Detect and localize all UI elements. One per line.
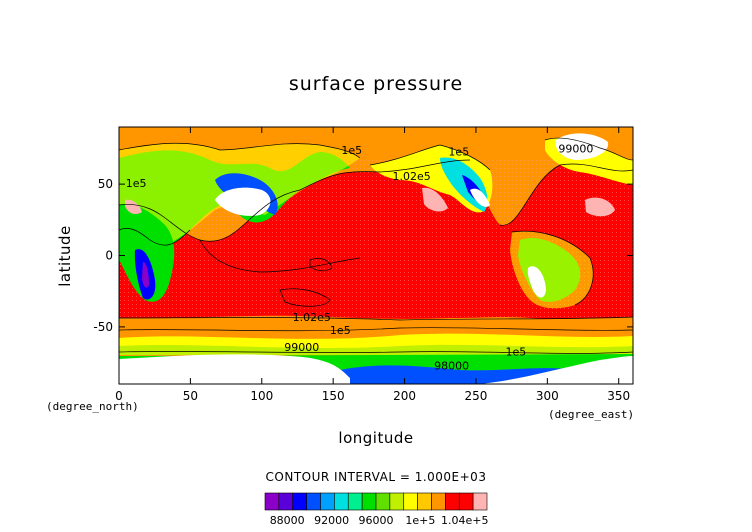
missing-himalaya (470, 188, 490, 207)
chart-title: surface pressure (289, 73, 463, 95)
antarctic-edge (119, 354, 350, 384)
colorbar-swatch (417, 492, 432, 511)
colorbar-tick-label: 1e+5 (405, 514, 435, 527)
high-cell-asia (422, 187, 448, 212)
contour-interval: CONTOUR INTERVAL = 1.000E+03 (266, 470, 487, 484)
x-tick-label: 150 (322, 389, 345, 403)
x-axis-label: longitude (338, 429, 413, 447)
x-axis-unit: (degree_east) (548, 408, 634, 421)
colorbar-swatch (292, 492, 307, 511)
missing-greenland (215, 187, 271, 216)
region-south-america (119, 203, 175, 302)
x-tick-label: 50 (183, 389, 198, 403)
colorbar-swatch (403, 492, 418, 511)
colorbar-swatch (445, 492, 460, 511)
contour-label: 1.02e5 (293, 311, 331, 324)
antarctic-edge-2 (480, 356, 633, 384)
y-axis-label: latitude (56, 225, 74, 287)
contour-label: 1e5 (506, 345, 527, 358)
colorbar-swatch (334, 492, 349, 511)
x-tick-label: 100 (250, 389, 273, 403)
high-cell-pacific (125, 199, 142, 214)
x-tick-label: 250 (464, 389, 487, 403)
colorbar-swatch (347, 492, 363, 511)
pressure-field (119, 127, 633, 384)
y-tick-label: -50 (93, 320, 113, 334)
colorbar-swatch (320, 492, 335, 511)
colorbar-swatch (458, 492, 474, 511)
y-axis: -50 0 50 (93, 177, 633, 334)
contour-label: 1e5 (341, 144, 362, 157)
y-tick-label: 50 (98, 177, 113, 191)
contour-label: 99000 (284, 341, 319, 354)
x-axis: 0 50 100 150 200 250 300 350 (115, 127, 630, 403)
high-cell-atlantic (585, 197, 615, 217)
missing-arctic (555, 133, 609, 160)
region-africa-yellow (510, 231, 594, 309)
contour-label: 99000 (558, 143, 593, 156)
colorbar-swatch (278, 492, 294, 511)
contour-label: 1.02e5 (393, 170, 431, 183)
x-tick-label: 200 (393, 389, 416, 403)
colorbar-swatch (389, 492, 405, 511)
x-tick-label: 300 (536, 389, 559, 403)
y-axis-unit: (degree_north) (46, 400, 139, 413)
colorbar-tick-label: 96000 (359, 514, 394, 527)
contour-lines (119, 137, 633, 354)
x-tick-label: 350 (607, 389, 630, 403)
colorbar: 88000 92000 96000 1e+5 1.04e+5 (264, 492, 489, 527)
x-tick-label: 0 (115, 389, 123, 403)
colorbar-swatch (431, 492, 446, 511)
contour-label: 1e5 (126, 177, 147, 190)
region-andes-purple (142, 262, 149, 288)
colorbar-swatch (306, 492, 321, 511)
y-tick-label: 0 (105, 249, 113, 263)
contour-label: 98000 (434, 360, 469, 373)
colorbar-swatch (472, 492, 488, 511)
contour-label: 1e5 (330, 324, 351, 337)
colorbar-swatch (361, 492, 377, 511)
colorbar-tick-label: 92000 (314, 514, 349, 527)
colorbar-swatch (375, 492, 391, 511)
colorbar-tick-label: 1.04e+5 (441, 514, 488, 527)
colorbar-swatch (264, 492, 280, 511)
colorbar-tick-label: 88000 (270, 514, 305, 527)
missing-southern-africa (527, 266, 546, 298)
contour-label: 1e5 (448, 146, 469, 159)
